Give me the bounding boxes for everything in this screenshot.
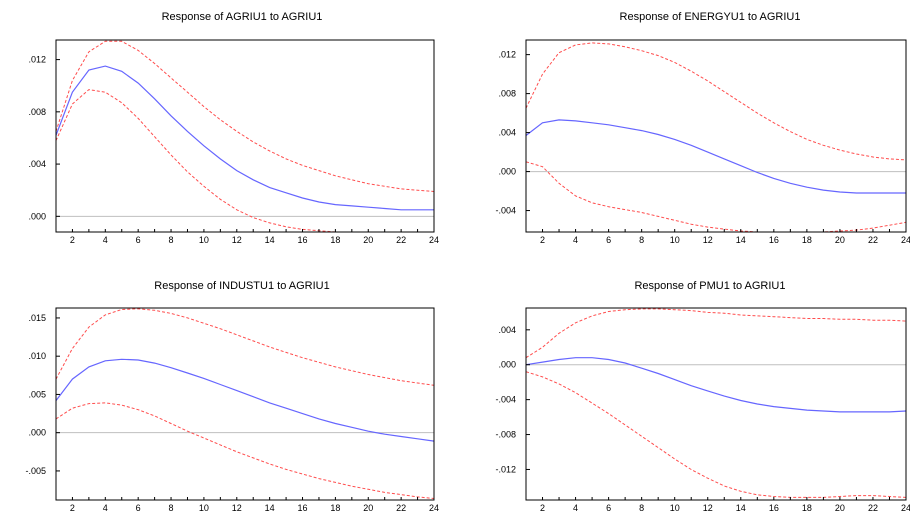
x-tick-label: 8 xyxy=(639,235,644,245)
x-tick-label: 16 xyxy=(769,503,779,513)
y-tick-label: .004 xyxy=(498,128,516,138)
x-tick-label: 20 xyxy=(835,503,845,513)
x-tick-label: 6 xyxy=(606,503,611,513)
panel-title: Response of ENERGYU1 to AGRIU1 xyxy=(620,11,801,23)
upper-band-line xyxy=(525,42,907,161)
y-tick-label: -.005 xyxy=(25,466,46,476)
response-line xyxy=(525,119,906,194)
upper-band-line xyxy=(55,40,435,192)
y-tick-label: .000 xyxy=(498,360,516,370)
x-tick-label: 2 xyxy=(70,235,75,245)
x-tick-label: 20 xyxy=(363,503,373,513)
panel-pmu1-to-agriu1: Response of PMU1 to AGRIU1 -.012 -.008 -.0… xyxy=(495,280,910,513)
x-tick-label: 18 xyxy=(802,503,812,513)
x-tick-label: 16 xyxy=(298,503,308,513)
panel-title: Response of AGRIU1 to AGRIU1 xyxy=(162,11,323,23)
y-tick-label: .015 xyxy=(28,313,46,323)
y-tick-label: .008 xyxy=(498,89,516,99)
y-tick-label: -.004 xyxy=(495,395,516,405)
x-tick-label: 2 xyxy=(70,503,75,513)
y-tick-label: -.012 xyxy=(495,464,516,474)
x-tick-label: 14 xyxy=(265,235,275,245)
x-tick-label: 24 xyxy=(901,235,910,245)
x-tick-label: 22 xyxy=(868,503,878,513)
y-tick-label: -.004 xyxy=(495,206,516,216)
response-line xyxy=(55,358,435,442)
x-tick-label: 4 xyxy=(103,503,108,513)
x-tick-label: 2 xyxy=(540,235,545,245)
plot-frame xyxy=(525,307,907,501)
x-tick-label: 6 xyxy=(606,235,611,245)
x-tick-label: 8 xyxy=(169,235,174,245)
panel-energyu1-to-agriu1: Response of ENERGYU1 to AGRIU1 -.004 .000… xyxy=(495,11,910,245)
x-tick-label: 18 xyxy=(330,235,340,245)
x-tick-label: 12 xyxy=(703,235,713,245)
x-tick-label: 12 xyxy=(232,503,242,513)
x-tick-label: 24 xyxy=(429,503,439,513)
y-tick-label: .008 xyxy=(28,107,46,117)
x-tick-label: 12 xyxy=(703,503,713,513)
x-tick-label: 14 xyxy=(736,503,746,513)
panel-title: Response of INDUSTU1 to AGRIU1 xyxy=(154,280,329,292)
x-tick-label: 24 xyxy=(901,503,910,513)
x-tick-label: 4 xyxy=(573,235,578,245)
y-tick-label: .000 xyxy=(28,211,46,221)
y-tick-label: .000 xyxy=(498,167,516,177)
x-tick-label: 18 xyxy=(330,503,340,513)
x-tick-label: 10 xyxy=(199,503,209,513)
y-tick-label: -.008 xyxy=(495,430,516,440)
panel-agriu1-to-agriu1: Response of AGRIU1 to AGRIU1 .000 .004 .00… xyxy=(28,11,439,245)
y-tick-label: .005 xyxy=(28,389,46,399)
panel-industu1-to-agriu1: Response of INDUSTU1 to AGRIU1 -.005 .000… xyxy=(25,280,439,513)
plot-frame xyxy=(55,307,435,501)
x-tick-label: 10 xyxy=(670,503,680,513)
x-tick-label: 2 xyxy=(540,503,545,513)
x-tick-label: 6 xyxy=(136,503,141,513)
x-tick-label: 8 xyxy=(169,503,174,513)
x-tick-label: 10 xyxy=(199,235,209,245)
lower-band-line xyxy=(525,371,907,498)
x-tick-label: 16 xyxy=(298,235,308,245)
x-tick-label: 22 xyxy=(868,235,878,245)
upper-band-line xyxy=(525,308,907,359)
plot-frame xyxy=(55,39,435,233)
response-line xyxy=(55,65,434,211)
x-tick-label: 24 xyxy=(429,235,439,245)
x-tick-label: 22 xyxy=(396,235,406,245)
x-tick-label: 6 xyxy=(136,235,141,245)
x-tick-label: 12 xyxy=(232,235,242,245)
lower-band-line xyxy=(55,402,435,499)
y-tick-label: .004 xyxy=(498,325,516,335)
lower-band-line xyxy=(525,161,907,233)
x-tick-label: 14 xyxy=(265,503,275,513)
x-tick-label: 8 xyxy=(639,503,644,513)
lower-band-line xyxy=(55,89,434,233)
x-tick-label: 10 xyxy=(670,235,680,245)
x-tick-label: 20 xyxy=(363,235,373,245)
panel-title: Response of PMU1 to AGRIU1 xyxy=(634,280,785,292)
x-tick-label: 20 xyxy=(835,235,845,245)
x-tick-label: 14 xyxy=(736,235,746,245)
x-tick-label: 4 xyxy=(103,235,108,245)
x-tick-label: 16 xyxy=(769,235,779,245)
response-line xyxy=(525,357,907,413)
upper-band-line xyxy=(55,308,435,386)
y-tick-label: .010 xyxy=(28,351,46,361)
y-tick-label: .012 xyxy=(498,50,516,60)
x-tick-label: 22 xyxy=(396,503,406,513)
y-tick-label: .000 xyxy=(28,428,46,438)
y-tick-label: .012 xyxy=(28,55,46,65)
x-tick-label: 4 xyxy=(573,503,578,513)
x-tick-label: 18 xyxy=(802,235,812,245)
y-tick-label: .004 xyxy=(28,159,46,169)
plot-frame xyxy=(525,39,907,233)
